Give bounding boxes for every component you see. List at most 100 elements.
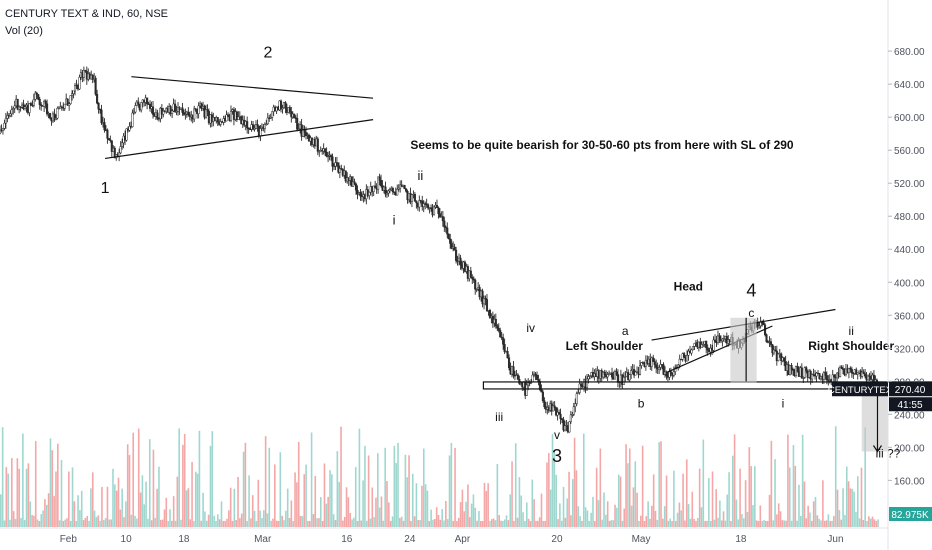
volume-bar — [178, 428, 180, 527]
candle-body — [833, 374, 836, 378]
candle-body — [237, 116, 240, 120]
volume-bar — [772, 520, 775, 527]
candle-body — [718, 335, 721, 341]
volume-bar — [838, 510, 841, 527]
volume-bar — [823, 520, 826, 527]
candle-body — [113, 147, 116, 159]
candle-body — [6, 115, 9, 119]
volume-bar — [673, 470, 675, 527]
volume-bar — [101, 486, 103, 527]
candle-body — [672, 371, 675, 376]
candle-body — [269, 116, 272, 119]
candle-body — [721, 338, 724, 342]
volume-bar — [130, 514, 133, 527]
volume-bar — [678, 502, 681, 527]
candle-body — [683, 353, 686, 358]
volume-bar — [472, 494, 475, 527]
volume-bar — [590, 512, 592, 527]
candle-body — [128, 126, 131, 131]
volume-bar — [421, 485, 423, 527]
candle-body — [374, 185, 377, 188]
volume-bar — [75, 521, 78, 527]
volume-bar — [316, 518, 318, 527]
candle-body — [162, 110, 165, 115]
volume-bar — [380, 496, 383, 527]
candle-body — [772, 349, 775, 354]
volume-bar — [662, 518, 664, 527]
volume-bar — [255, 520, 258, 527]
candle-body — [184, 113, 187, 116]
volume-bar — [439, 519, 442, 527]
candle-body — [432, 206, 436, 216]
countdown-badge — [889, 397, 932, 412]
candle-body — [303, 129, 306, 133]
volume-bar — [505, 515, 508, 527]
volume-bar — [231, 520, 234, 527]
volume-bar — [411, 473, 414, 527]
candle-body — [575, 393, 578, 404]
volume-bar — [395, 462, 397, 527]
volume-bar — [1, 427, 4, 527]
volume-bar — [834, 426, 837, 527]
candle-body — [824, 372, 827, 376]
candle-body — [862, 371, 865, 375]
volume-bar — [319, 497, 322, 527]
candle-body — [403, 185, 406, 190]
volume-bar — [632, 487, 635, 527]
wave-label: c — [748, 306, 754, 320]
volume-bar — [754, 466, 756, 527]
volume-bar — [343, 516, 346, 527]
candle-body — [616, 374, 619, 383]
volume-bar — [748, 447, 751, 527]
volume-bar — [467, 484, 469, 527]
wave-label: 3 — [552, 446, 562, 466]
volume-bar — [415, 483, 418, 527]
candle-body — [665, 371, 668, 377]
candle-body — [482, 298, 486, 305]
volume-bar — [643, 521, 646, 527]
volume-bar — [706, 520, 708, 527]
volume-bar — [334, 520, 337, 527]
volume-bar — [586, 510, 589, 527]
volume-bar — [801, 434, 804, 527]
volume-bar — [115, 490, 118, 527]
volume-bar — [715, 489, 717, 527]
volume-bar — [400, 516, 403, 527]
candle-body — [680, 358, 683, 361]
volume-bar — [165, 497, 168, 527]
candle-body — [48, 113, 52, 119]
volume-bar — [533, 499, 535, 527]
volume-bar — [198, 430, 201, 527]
volume-bar — [853, 491, 855, 527]
volume-bar — [307, 520, 309, 527]
candle-body — [430, 207, 433, 209]
volume-bar — [831, 520, 833, 527]
volume-bar — [340, 426, 342, 527]
candle-body — [56, 108, 59, 119]
volume-bar — [768, 494, 771, 527]
volume-bar — [185, 490, 188, 527]
candle-body — [253, 128, 256, 130]
volume-bar — [446, 519, 449, 527]
candle-body — [73, 85, 77, 92]
volume-bar — [338, 482, 340, 527]
candle-body — [499, 330, 502, 338]
candle-body — [425, 203, 428, 206]
volume-bar — [33, 515, 35, 527]
time-tick-label: Feb — [60, 534, 78, 545]
candle-body — [23, 106, 27, 109]
candle-body — [53, 113, 56, 120]
volume-bar — [55, 471, 57, 527]
volume-bar — [270, 520, 272, 527]
volume-bar — [64, 519, 66, 527]
volume-bar — [9, 519, 11, 527]
price-axis[interactable] — [887, 0, 892, 550]
candle-body — [259, 128, 262, 137]
volume-bar — [735, 499, 738, 527]
candle-body — [384, 186, 387, 195]
volume-bar — [97, 515, 100, 527]
volume-bar — [426, 490, 429, 527]
volume-bar — [369, 518, 372, 527]
volume-bar — [169, 509, 171, 527]
